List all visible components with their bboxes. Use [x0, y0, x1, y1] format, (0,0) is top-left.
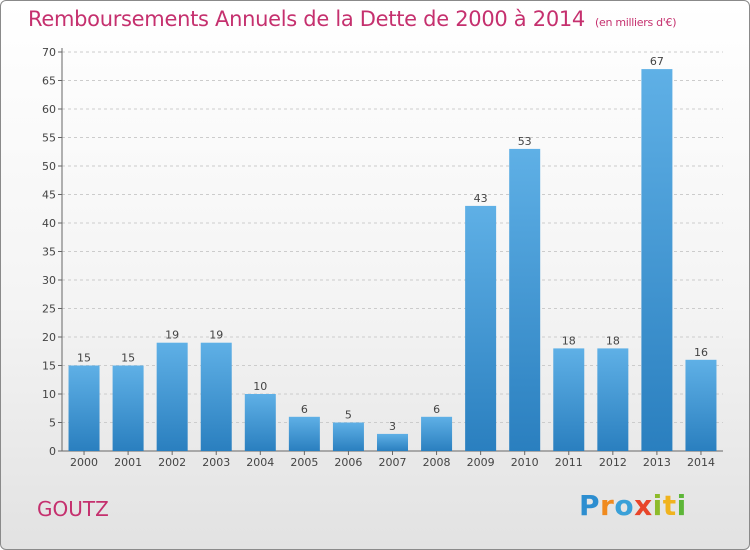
chart-title: Remboursements Annuels de la Dette de 20…: [28, 7, 676, 31]
value-label-2012: 18: [606, 334, 620, 347]
y-tick-label-40: 40: [42, 217, 56, 230]
bar-2012: [597, 348, 629, 451]
bar-2003: [200, 342, 232, 451]
proxiti-logo: Proxiti: [579, 489, 687, 522]
value-label-2011: 18: [562, 334, 576, 347]
x-tick-label-2007: 2007: [379, 456, 407, 469]
value-label-2009: 43: [474, 192, 488, 205]
y-tick-label-50: 50: [42, 160, 56, 173]
bar-2013: [641, 69, 673, 451]
x-tick-label-2014: 2014: [687, 456, 715, 469]
bar-2006: [332, 422, 364, 451]
bar-2001: [112, 365, 144, 451]
x-tick-label-2009: 2009: [467, 456, 495, 469]
y-tick-label-60: 60: [42, 103, 56, 116]
bar-2011: [553, 348, 585, 451]
bar-2007: [377, 433, 408, 451]
value-label-2004: 10: [253, 380, 267, 393]
bar-2014: [685, 359, 717, 451]
y-tick-label-20: 20: [42, 331, 56, 344]
bar-2010: [509, 148, 541, 451]
y-tick-label-45: 45: [42, 189, 56, 202]
value-label-2010: 53: [518, 135, 532, 148]
bar-2000: [68, 365, 100, 451]
value-label-2014: 16: [694, 346, 708, 359]
x-tick-label-2002: 2002: [158, 456, 186, 469]
value-label-2007: 3: [389, 420, 396, 433]
value-label-2008: 6: [433, 403, 440, 416]
value-label-2000: 15: [77, 352, 91, 365]
y-tick-label-25: 25: [42, 303, 56, 316]
bar-2005: [288, 416, 320, 451]
bar-2004: [244, 394, 276, 451]
value-label-2005: 6: [301, 403, 308, 416]
y-tick-label-55: 55: [42, 132, 56, 145]
x-tick-label-2004: 2004: [246, 456, 274, 469]
x-tick-label-2006: 2006: [334, 456, 362, 469]
y-tick-label-30: 30: [42, 274, 56, 287]
x-tick-label-2012: 2012: [599, 456, 627, 469]
y-tick-label-10: 10: [42, 388, 56, 401]
y-tick-label-35: 35: [42, 246, 56, 259]
chart-title-text: Remboursements Annuels de la Dette de 20…: [28, 7, 585, 31]
value-label-2003: 19: [209, 329, 223, 342]
x-tick-label-2010: 2010: [511, 456, 539, 469]
bar-2002: [156, 342, 188, 451]
x-tick-label-2003: 2003: [202, 456, 230, 469]
x-tick-label-2000: 2000: [70, 456, 98, 469]
y-tick-label-70: 70: [42, 46, 56, 59]
x-tick-label-2005: 2005: [290, 456, 318, 469]
value-label-2013: 67: [650, 55, 664, 68]
value-label-2006: 5: [345, 409, 352, 422]
x-tick-label-2013: 2013: [643, 456, 671, 469]
x-tick-label-2011: 2011: [555, 456, 583, 469]
x-tick-label-2008: 2008: [423, 456, 451, 469]
bars: [68, 69, 717, 451]
chart-unit: (en milliers d'€): [595, 16, 677, 29]
y-tick-label-0: 0: [49, 445, 56, 458]
bar-2008: [421, 416, 453, 451]
commune-name: GOUTZ: [37, 497, 109, 521]
labels: 0510152025303540455055606570152000152001…: [42, 46, 715, 469]
y-tick-label-5: 5: [49, 417, 56, 430]
value-label-2001: 15: [121, 352, 135, 365]
x-tick-label-2001: 2001: [114, 456, 142, 469]
y-tick-label-65: 65: [42, 75, 56, 88]
bar-2009: [465, 205, 497, 451]
y-tick-label-15: 15: [42, 360, 56, 373]
value-label-2002: 19: [165, 329, 179, 342]
